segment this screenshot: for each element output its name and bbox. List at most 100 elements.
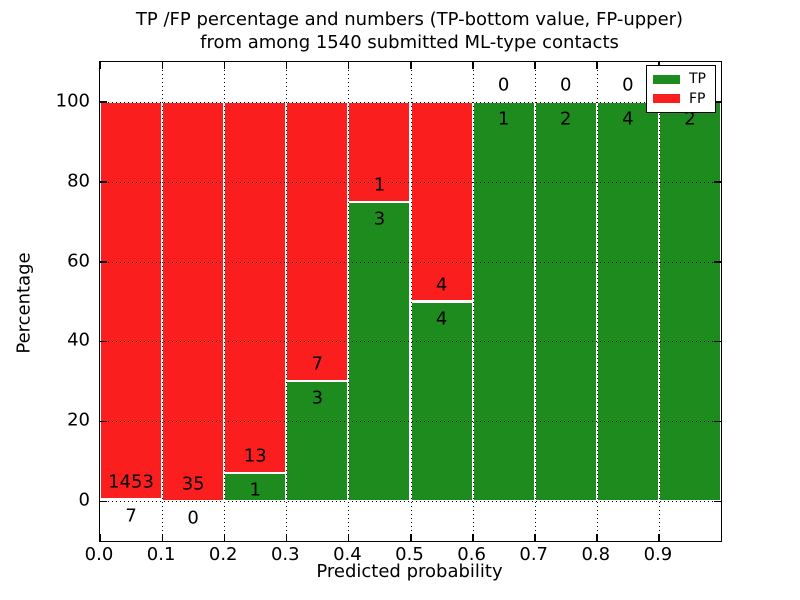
v-gridline — [286, 62, 288, 541]
v-gridline — [472, 62, 474, 541]
x-tick-mark — [596, 534, 598, 541]
tp-bar-segment — [596, 101, 659, 502]
fp-bar-segment — [162, 101, 225, 502]
y-tick-label: 0 — [78, 489, 90, 511]
y-tick-mark — [100, 181, 107, 183]
x-tick-label: 0.7 — [519, 544, 549, 565]
tp-count-label: 3 — [373, 208, 386, 230]
y-tick-mark — [100, 500, 107, 503]
fp-bar-segment — [224, 101, 287, 473]
y-tick-mark — [100, 420, 107, 423]
chart-title: TP /FP percentage and numbers (TP-bottom… — [99, 8, 720, 54]
fp-count-label: 13 — [243, 445, 267, 467]
x-tick-mark — [534, 62, 536, 69]
fp-count-label: 1453 — [108, 471, 154, 493]
fp-count-label: 0 — [560, 74, 572, 96]
x-tick-mark — [223, 534, 226, 541]
tp-count-label: 4 — [622, 108, 634, 130]
y-tick-mark — [714, 181, 721, 183]
x-tick-label: 0.6 — [457, 544, 486, 565]
x-tick-label: 0.0 — [84, 544, 114, 565]
y-tick-mark — [714, 101, 721, 103]
fp-count-label: 4 — [435, 274, 448, 295]
tp-count-label: 0 — [187, 507, 199, 529]
chart-title-line2: from among 1540 submitted ML-type contac… — [200, 32, 619, 53]
x-tick-mark — [472, 534, 474, 541]
fp-count-label: 1 — [373, 174, 386, 196]
x-tick-mark — [285, 62, 288, 69]
y-tick-mark — [100, 261, 107, 263]
y-tick-mark — [714, 420, 721, 423]
x-tick-label: 0.5 — [395, 544, 424, 565]
tp-count-label: 3 — [311, 387, 324, 409]
fp-count-label: 0 — [622, 74, 634, 96]
y-tick-label: 20 — [67, 409, 90, 431]
v-gridline — [534, 62, 536, 541]
fp-bar-segment — [100, 101, 163, 500]
x-tick-mark — [347, 62, 350, 69]
x-tick-label: 0.1 — [146, 544, 176, 565]
tp-count-label: 4 — [435, 308, 448, 329]
tp-count-label: 1 — [497, 108, 510, 130]
x-tick-mark — [161, 534, 164, 541]
y-tick-mark — [714, 261, 721, 263]
x-tick-mark — [596, 62, 598, 69]
tp-bar-segment — [472, 101, 535, 502]
x-tick-label: 0.3 — [270, 544, 300, 565]
v-gridline — [348, 62, 350, 541]
x-tick-mark — [347, 534, 350, 541]
tp-legend-label: TP — [689, 71, 706, 88]
x-tick-label: 0.8 — [581, 544, 611, 565]
legend-entry-fp: FP — [653, 91, 709, 107]
chart-title-line1: TP /FP percentage and numbers (TP-bottom… — [135, 9, 684, 30]
fp-legend-label: FP — [689, 90, 706, 107]
v-gridline — [596, 62, 598, 541]
tp-bar-segment — [224, 472, 287, 502]
y-tick-mark — [100, 340, 107, 343]
x-tick-mark — [99, 62, 101, 69]
tp-bar-segment — [534, 101, 597, 502]
tp-count-label: 2 — [684, 108, 696, 130]
v-gridline — [410, 62, 412, 541]
y-tick-label: 80 — [67, 170, 90, 192]
x-tick-mark — [534, 534, 536, 541]
x-tick-label: 0.9 — [643, 544, 673, 565]
y-tick-mark — [714, 340, 721, 343]
tp-count-label: 2 — [560, 108, 572, 130]
y-tick-label: 40 — [67, 329, 90, 351]
x-tick-mark — [161, 62, 164, 69]
fp-bar-segment — [286, 101, 349, 382]
fp-legend-swatch — [653, 94, 680, 104]
x-tick-label: 0.4 — [333, 544, 362, 565]
tp-legend-swatch — [653, 74, 680, 84]
legend-entry-tp: TP — [653, 71, 709, 87]
x-tick-mark — [285, 534, 288, 541]
x-tick-mark — [223, 62, 226, 69]
y-tick-label: 100 — [55, 90, 90, 112]
tp-bar-segment — [658, 101, 721, 502]
fp-bar-segment — [410, 101, 473, 302]
fp-count-label: 7 — [311, 353, 324, 375]
tp-count-label: 7 — [125, 505, 137, 527]
plot-area: 1453735013173134401020402 — [99, 61, 722, 542]
x-tick-mark — [410, 534, 412, 541]
y-tick-mark — [714, 500, 721, 503]
x-tick-mark — [720, 62, 722, 69]
x-tick-mark — [720, 534, 722, 541]
tp-bar-segment — [410, 301, 473, 502]
v-gridline — [224, 62, 226, 541]
fp-count-label: 35 — [181, 473, 205, 495]
legend: TP FP — [646, 65, 716, 113]
y-axis-label: Percentage — [13, 252, 35, 354]
x-tick-mark — [472, 62, 474, 69]
x-tick-mark — [99, 534, 101, 541]
x-tick-label: 0.2 — [208, 544, 238, 565]
x-tick-mark — [410, 62, 412, 69]
v-gridline — [658, 62, 660, 541]
x-tick-mark — [658, 534, 660, 541]
tp-bar-segment — [348, 201, 411, 502]
y-tick-label: 60 — [67, 250, 90, 272]
x-axis-label: Predicted probability — [316, 561, 503, 582]
y-tick-mark — [100, 101, 107, 103]
fp-count-label: 0 — [497, 74, 510, 96]
